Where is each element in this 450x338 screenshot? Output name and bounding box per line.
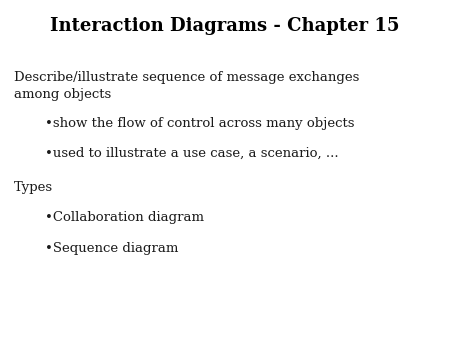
Text: Types: Types xyxy=(14,181,53,194)
Text: •show the flow of control across many objects: •show the flow of control across many ob… xyxy=(45,117,355,129)
Text: Interaction Diagrams - Chapter 15: Interaction Diagrams - Chapter 15 xyxy=(50,17,400,35)
Text: Describe/illustrate sequence of message exchanges
among objects: Describe/illustrate sequence of message … xyxy=(14,71,359,101)
Text: •Sequence diagram: •Sequence diagram xyxy=(45,242,178,255)
Text: •Collaboration diagram: •Collaboration diagram xyxy=(45,211,204,224)
Text: •used to illustrate a use case, a scenario, ...: •used to illustrate a use case, a scenar… xyxy=(45,147,338,160)
